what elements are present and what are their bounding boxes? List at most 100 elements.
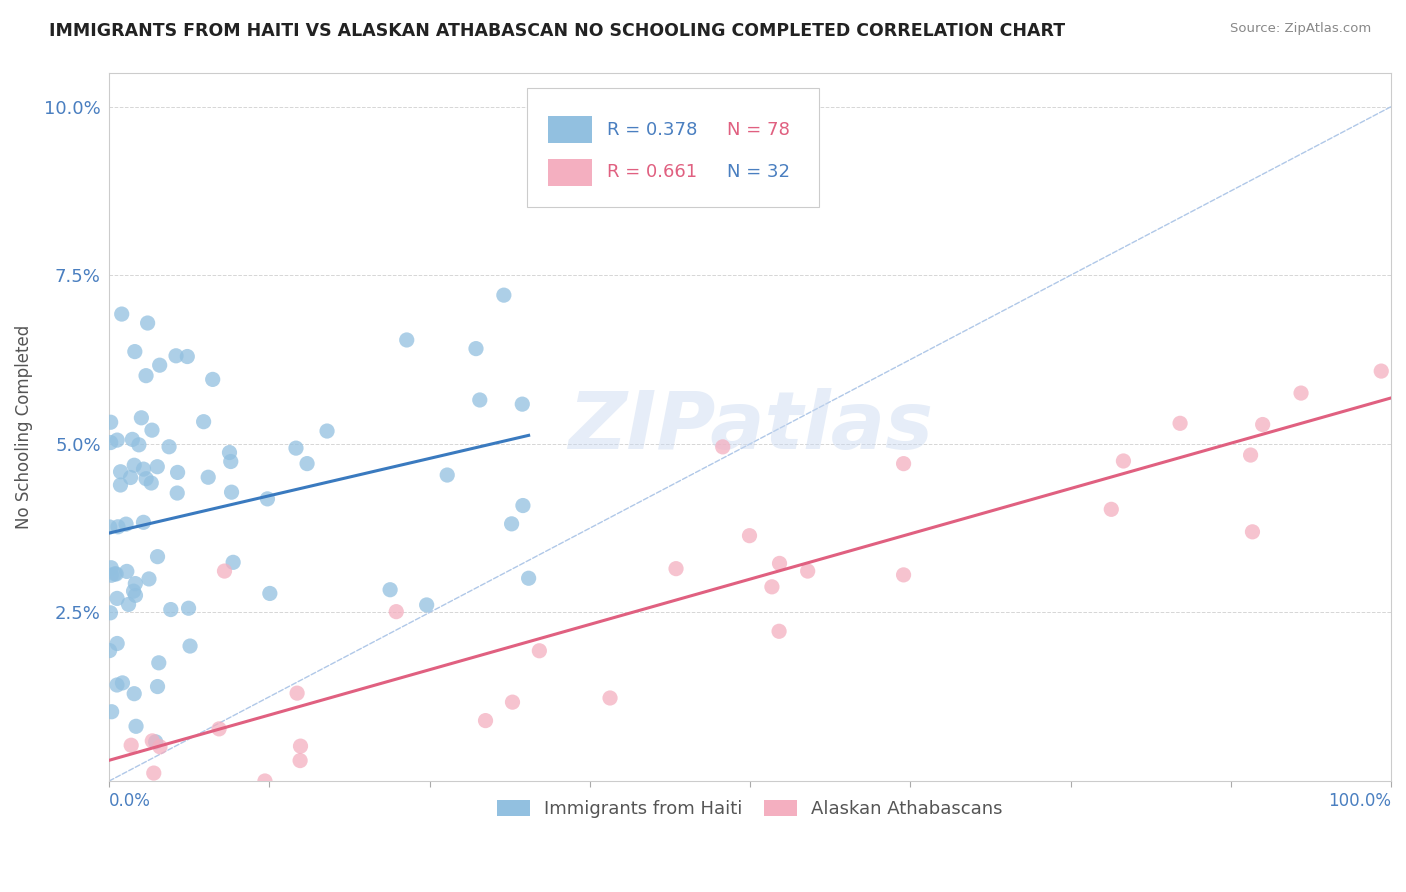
Point <box>290 739 312 753</box>
Point <box>120 470 142 484</box>
Point <box>465 342 488 356</box>
Point <box>208 722 231 736</box>
Point <box>111 676 134 690</box>
Point <box>492 288 515 302</box>
Point <box>436 468 458 483</box>
Point <box>100 606 122 620</box>
Point <box>176 350 198 364</box>
Point <box>149 358 172 372</box>
Point <box>100 560 122 574</box>
Point <box>221 485 243 500</box>
Point <box>385 605 408 619</box>
Point <box>285 441 308 455</box>
Point <box>142 766 165 780</box>
Point <box>1099 502 1122 516</box>
Point <box>98 520 121 534</box>
Text: R = 0.661: R = 0.661 <box>606 163 696 181</box>
Point <box>107 520 129 534</box>
Point <box>104 566 127 581</box>
Point <box>179 639 201 653</box>
Point <box>117 598 139 612</box>
Point <box>111 307 134 321</box>
Point <box>214 564 236 578</box>
Point <box>136 316 159 330</box>
Point <box>124 588 146 602</box>
Point <box>1239 448 1261 462</box>
Point <box>768 624 790 639</box>
Point <box>145 735 167 749</box>
Point <box>105 678 128 692</box>
Point <box>105 566 128 581</box>
Point <box>796 564 818 578</box>
Point <box>124 576 146 591</box>
Point <box>501 516 523 531</box>
Point <box>1289 386 1312 401</box>
Point <box>665 561 688 575</box>
Point <box>893 567 915 582</box>
Point <box>141 734 163 748</box>
Point <box>285 686 308 700</box>
Bar <box>547 116 592 143</box>
Point <box>110 465 132 479</box>
Point <box>159 602 181 616</box>
Point <box>98 643 121 657</box>
Point <box>474 714 496 728</box>
Point <box>1168 417 1191 431</box>
Point <box>218 445 240 459</box>
Point <box>138 572 160 586</box>
Point <box>149 739 172 754</box>
Point <box>115 565 138 579</box>
Point <box>510 397 533 411</box>
Point <box>1241 524 1264 539</box>
Point <box>177 601 200 615</box>
Point <box>395 333 418 347</box>
Point <box>100 705 122 719</box>
Point <box>100 435 122 450</box>
Point <box>125 719 148 733</box>
Point <box>128 438 150 452</box>
Point <box>135 368 157 383</box>
Point <box>166 466 188 480</box>
Point <box>141 475 163 490</box>
Point <box>201 372 224 386</box>
Text: R = 0.378: R = 0.378 <box>606 120 697 138</box>
Point <box>131 410 153 425</box>
Point <box>115 517 138 532</box>
Text: ZIPatlas: ZIPatlas <box>568 388 932 466</box>
Point <box>157 440 180 454</box>
Text: N = 78: N = 78 <box>727 120 790 138</box>
Point <box>105 636 128 650</box>
Point <box>1369 364 1392 378</box>
Point <box>468 392 491 407</box>
Text: IMMIGRANTS FROM HAITI VS ALASKAN ATHABASCAN NO SCHOOLING COMPLETED CORRELATION C: IMMIGRANTS FROM HAITI VS ALASKAN ATHABAS… <box>49 22 1066 40</box>
Point <box>529 644 551 658</box>
Point <box>219 454 242 468</box>
Point <box>295 457 318 471</box>
Point <box>165 349 187 363</box>
Point <box>512 499 534 513</box>
Point <box>148 656 170 670</box>
Point <box>378 582 401 597</box>
Point <box>166 486 188 500</box>
Point <box>288 754 311 768</box>
Point <box>711 440 734 454</box>
Point <box>1251 417 1274 432</box>
Point <box>135 472 157 486</box>
Point <box>599 691 621 706</box>
Point <box>502 695 524 709</box>
Point <box>738 529 761 543</box>
Point <box>222 555 245 569</box>
Text: 100.0%: 100.0% <box>1329 791 1391 810</box>
Point <box>415 598 437 612</box>
Point <box>768 557 790 571</box>
Point <box>132 516 155 530</box>
Point <box>316 424 339 438</box>
Text: N = 32: N = 32 <box>727 163 790 181</box>
Point <box>517 571 540 585</box>
Y-axis label: No Schooling Completed: No Schooling Completed <box>15 325 32 529</box>
Point <box>122 584 145 599</box>
Point <box>121 433 143 447</box>
Point <box>122 687 145 701</box>
Point <box>197 470 219 484</box>
Point <box>110 478 132 492</box>
